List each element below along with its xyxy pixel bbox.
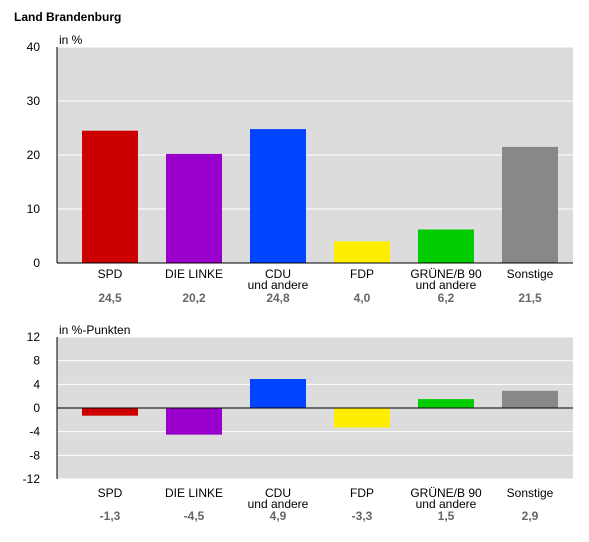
unit-label: in % [59, 33, 83, 47]
y-tick-label: 4 [33, 377, 40, 391]
bar-2 [250, 379, 306, 408]
category-label: und andere [248, 278, 309, 292]
category-label: SPD [98, 486, 123, 500]
bar-3 [334, 408, 390, 428]
category-label: CDU [265, 267, 291, 281]
chart-change: 12 8 4 0 -4 -8 -12 in %-Punkten SPD -1,3 DIE LINKE… [23, 323, 573, 523]
category-label: FDP [350, 486, 374, 500]
value-label: -3,3 [352, 509, 373, 523]
category-label: GRÜNE/B 90 [410, 486, 482, 500]
unit-label: in %-Punkten [59, 323, 130, 337]
bar-1 [166, 408, 222, 435]
category-label: SPD [98, 267, 123, 281]
value-label: -4,5 [184, 509, 205, 523]
category-label: GRÜNE/B 90 [410, 267, 482, 281]
bar-1 [166, 153, 222, 263]
y-tick-label: 0 [33, 256, 40, 270]
category-label: und andere [416, 278, 477, 292]
y-tick-label: 30 [27, 94, 41, 108]
category-label: CDU [265, 486, 291, 500]
bar-0 [82, 130, 138, 263]
category-label: Sonstige [507, 267, 554, 281]
bar-4 [418, 399, 474, 408]
value-label: 4,9 [270, 509, 287, 523]
category-label: und andere [416, 497, 477, 511]
bar-5 [502, 390, 558, 408]
category-label: und andere [248, 497, 309, 511]
y-tick-label: 20 [27, 148, 41, 162]
category-label: Sonstige [507, 486, 554, 500]
value-label: 2,9 [522, 509, 539, 523]
bar-2 [250, 129, 306, 263]
bar-5 [502, 146, 558, 263]
y-tick-label: 40 [27, 40, 41, 54]
value-label: 1,5 [438, 509, 455, 523]
category-label: DIE LINKE [165, 267, 223, 281]
value-label: -1,3 [100, 509, 121, 523]
bar-4 [418, 229, 474, 263]
y-tick-label: 12 [27, 330, 41, 344]
y-tick-label: 10 [27, 202, 41, 216]
value-label: 4,0 [354, 291, 371, 305]
category-label: DIE LINKE [165, 486, 223, 500]
bar-0 [82, 408, 138, 416]
value-label: 6,2 [438, 291, 455, 305]
category-label: FDP [350, 267, 374, 281]
chart-title: Land Brandenburg [14, 10, 122, 24]
bar-3 [334, 241, 390, 263]
y-tick-label: -12 [23, 472, 41, 486]
y-tick-label: -8 [29, 448, 40, 462]
value-label: 24,5 [98, 291, 122, 305]
value-label: 24,8 [266, 291, 290, 305]
y-tick-label: 8 [33, 354, 40, 368]
y-tick-label: -4 [29, 425, 40, 439]
value-label: 20,2 [182, 291, 206, 305]
value-label: 21,5 [518, 291, 542, 305]
y-tick-label: 0 [33, 401, 40, 415]
